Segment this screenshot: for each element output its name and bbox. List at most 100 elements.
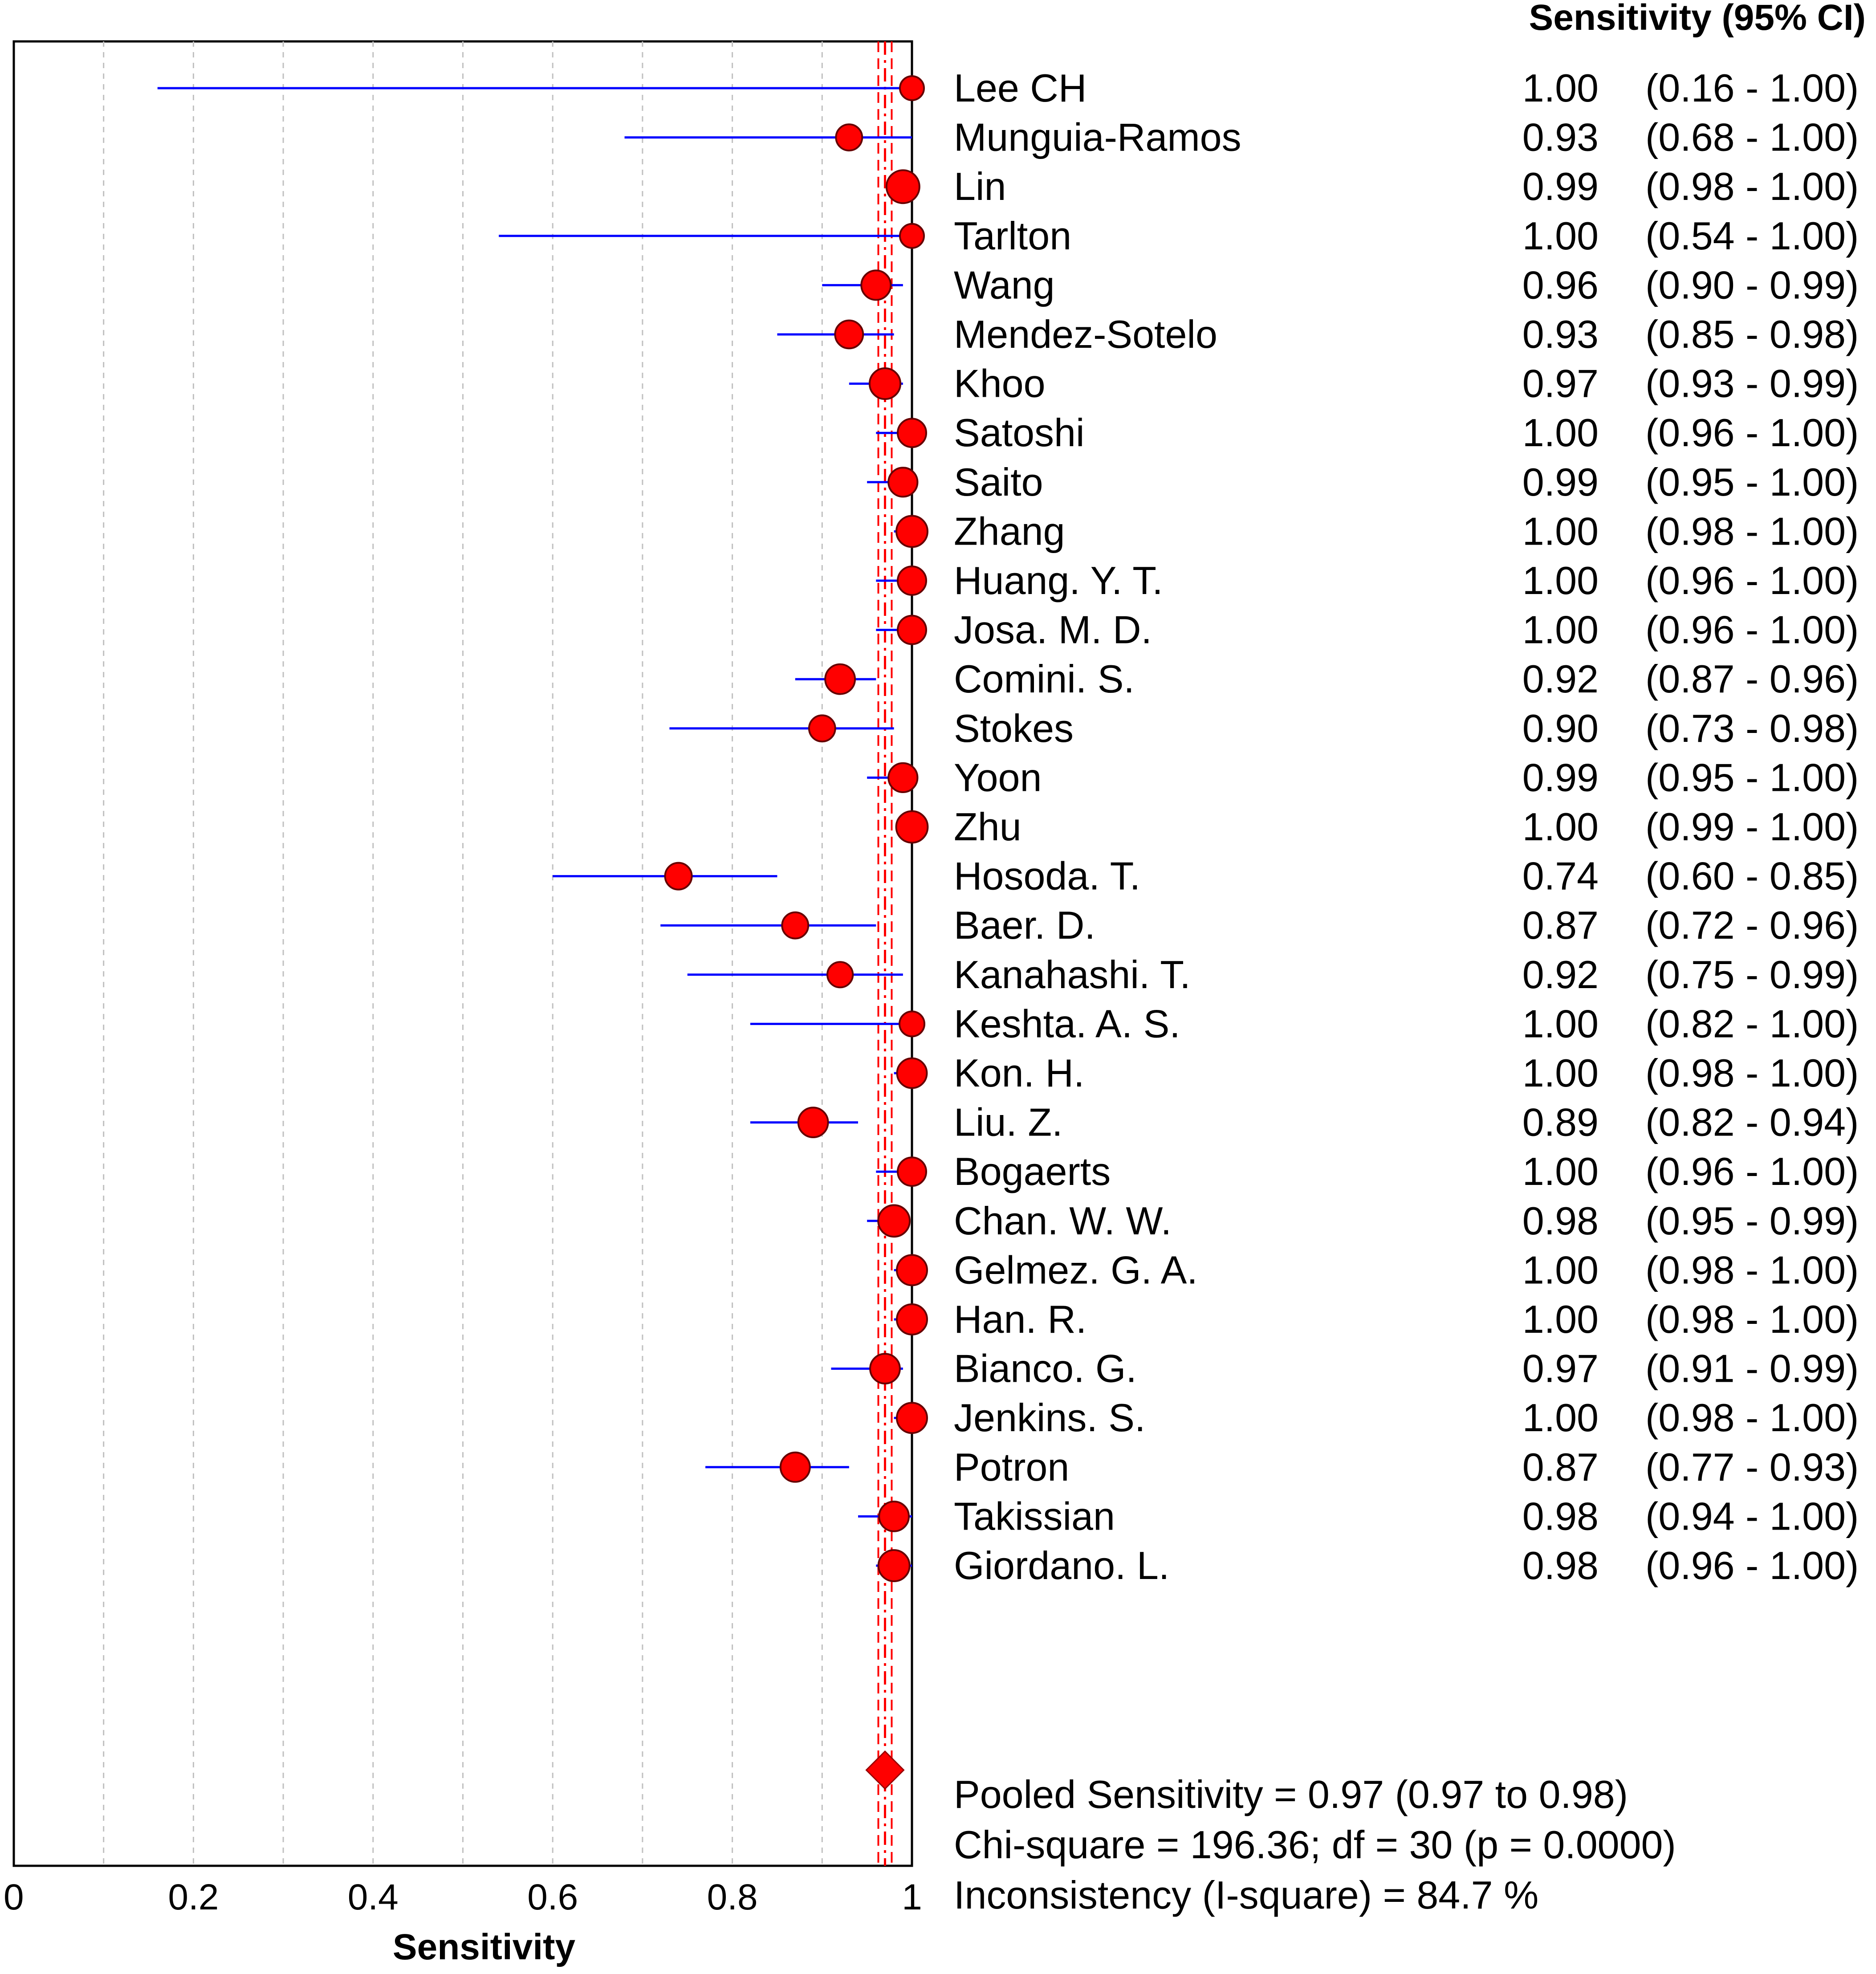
study-ci: (0.82 - 0.94) [1645, 1100, 1859, 1144]
study-ci: (0.91 - 0.99) [1645, 1347, 1859, 1391]
pooled-lines [877, 41, 893, 1866]
study-label: Yoon [954, 755, 1042, 799]
summary-line: Inconsistency (I-square) = 84.7 % [954, 1873, 1538, 1917]
study-marker [781, 911, 810, 940]
study-value: 1.00 [1522, 1297, 1599, 1341]
study-marker [808, 714, 836, 743]
x-tick-labels: 0 0.2 0.4 0.6 0.8 1 [4, 1877, 922, 1917]
study-marker [664, 862, 693, 891]
study-marker [897, 566, 927, 596]
study-label: Keshta. A. S. [954, 1001, 1180, 1046]
study-label: Stokes [954, 706, 1074, 750]
study-value: 1.00 [1522, 1149, 1599, 1193]
pooled-diamond-group [865, 1750, 905, 1790]
study-ci: (0.90 - 0.99) [1645, 263, 1859, 307]
study-label: Khoo [954, 362, 1046, 406]
study-label: Lin [954, 164, 1006, 208]
study-label: Mendez-Sotelo [954, 312, 1217, 356]
study-ci: (0.95 - 1.00) [1645, 755, 1859, 799]
study-marker [877, 1549, 911, 1582]
ci-lines [157, 87, 912, 1567]
study-value: 1.00 [1522, 1051, 1599, 1095]
study-marker [895, 810, 929, 844]
study-label: Chan. W. W. [954, 1199, 1172, 1243]
x-tick-label: 1 [902, 1877, 922, 1917]
study-ci: (0.94 - 1.00) [1645, 1494, 1859, 1538]
study-value: 0.98 [1522, 1543, 1599, 1587]
study-label: Hosoda. T. [954, 854, 1140, 898]
study-ci: (0.93 - 0.99) [1645, 362, 1859, 406]
study-marker [860, 269, 892, 301]
study-value: 0.98 [1522, 1494, 1599, 1538]
study-marker [897, 1156, 927, 1187]
study-label: Takissian [954, 1494, 1115, 1538]
study-marker [895, 515, 928, 548]
study-value: 0.92 [1522, 657, 1599, 701]
study-label: Zhang [954, 509, 1065, 553]
pooled-diamond [865, 1750, 905, 1790]
study-marker [885, 169, 920, 204]
study-ci: (0.85 - 0.98) [1645, 312, 1859, 356]
study-value: 0.87 [1522, 1445, 1599, 1489]
study-marker [897, 418, 927, 448]
study-label: Josa. M. D. [954, 608, 1152, 652]
study-value: 1.00 [1522, 509, 1599, 553]
study-value: 0.93 [1522, 115, 1599, 159]
study-label: Jenkins. S. [954, 1396, 1145, 1440]
x-tick-label: 0 [4, 1877, 24, 1917]
study-label: Kon. H. [954, 1051, 1084, 1095]
ci-labels: (0.16 - 1.00) (0.68 - 1.00) (0.98 - 1.00) (… [1645, 66, 1859, 1587]
x-axis-label: Sensitivity [393, 1927, 576, 1967]
study-label: Bianco. G. [954, 1347, 1137, 1391]
study-label: Giordano. L. [954, 1543, 1169, 1587]
study-value: 0.97 [1522, 362, 1599, 406]
study-ci: (0.54 - 1.00) [1645, 214, 1859, 258]
grid-lines [103, 41, 823, 1866]
x-tick-label: 0.4 [348, 1877, 399, 1917]
study-label: Tarlton [954, 214, 1071, 258]
study-label: Lee CH [954, 66, 1087, 110]
study-marker [868, 367, 902, 400]
study-ci: (0.98 - 1.00) [1645, 164, 1859, 208]
study-marker [899, 223, 925, 249]
study-label: Potron [954, 1445, 1069, 1489]
x-tick-label: 0.6 [527, 1877, 578, 1917]
study-ci: (0.98 - 1.00) [1645, 1248, 1859, 1292]
study-marker [896, 1254, 928, 1286]
study-marker [877, 1204, 911, 1238]
summary-line: Pooled Sensitivity = 0.97 (0.97 to 0.98) [954, 1772, 1628, 1816]
study-label: Huang. Y. T. [954, 558, 1163, 602]
study-label: Satoshi [954, 411, 1085, 455]
study-value: 1.00 [1522, 1248, 1599, 1292]
study-ci: (0.98 - 1.00) [1645, 1051, 1859, 1095]
study-marker [896, 1057, 928, 1089]
study-value: 1.00 [1522, 608, 1599, 652]
study-label: Munguia-Ramos [954, 115, 1241, 159]
study-marker [835, 123, 863, 152]
study-ci: (0.96 - 1.00) [1645, 608, 1859, 652]
study-ci: (0.98 - 1.00) [1645, 509, 1859, 553]
x-tick-label: 0.8 [707, 1877, 758, 1917]
study-ci: (0.60 - 0.85) [1645, 854, 1859, 898]
study-marker [896, 1402, 928, 1434]
study-ci: (0.95 - 1.00) [1645, 460, 1859, 504]
study-value: 0.99 [1522, 164, 1599, 208]
study-ci: (0.68 - 1.00) [1645, 115, 1859, 159]
study-label: Liu. Z. [954, 1100, 1063, 1144]
study-label: Baer. D. [954, 903, 1095, 947]
study-marker [834, 319, 864, 350]
study-marker [779, 1451, 811, 1483]
study-value: 0.74 [1522, 854, 1599, 898]
study-value: 1.00 [1522, 66, 1599, 110]
study-value: 0.97 [1522, 1347, 1599, 1391]
study-marker [897, 615, 927, 645]
study-value: 0.92 [1522, 952, 1599, 997]
study-label: Zhu [954, 805, 1021, 849]
study-value: 1.00 [1522, 411, 1599, 455]
study-label: Han. R. [954, 1297, 1087, 1341]
study-value: 1.00 [1522, 1001, 1599, 1046]
study-value: 0.96 [1522, 263, 1599, 307]
study-marker [887, 762, 919, 794]
study-value: 0.87 [1522, 903, 1599, 947]
